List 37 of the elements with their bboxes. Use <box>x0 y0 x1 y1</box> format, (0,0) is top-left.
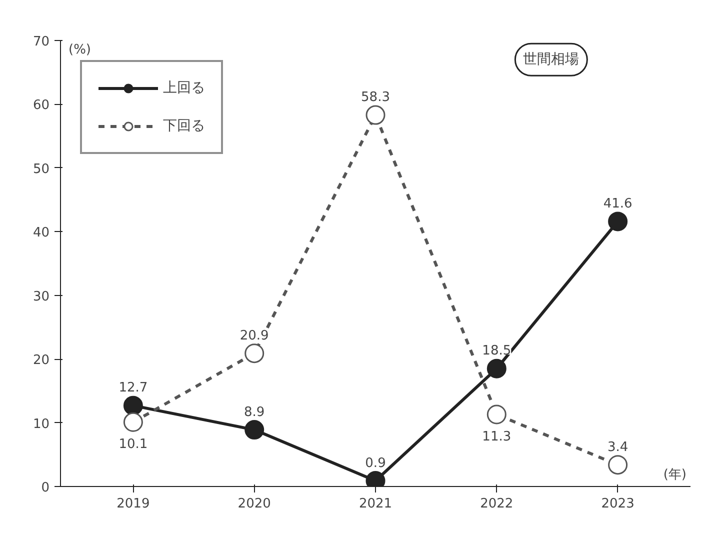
data-label: 11.3 <box>482 430 512 445</box>
data-label: 41.6 <box>603 196 632 212</box>
point <box>608 212 628 232</box>
y-tick-label: 0 <box>41 480 50 496</box>
x-tick-label: 2021 <box>358 496 392 512</box>
y-tick-label: 20 <box>32 353 50 368</box>
legend-label: 上回る <box>163 79 205 97</box>
data-label: 8.9 <box>244 404 265 420</box>
x-axis-title: (年) <box>663 468 687 482</box>
data-label: 10.1 <box>118 437 148 452</box>
data-label: 12.7 <box>118 380 148 396</box>
point <box>366 105 386 125</box>
data-label: 58.3 <box>361 90 390 106</box>
data-label: 20.9 <box>240 328 269 344</box>
point <box>123 396 143 416</box>
data-label: 0.9 <box>365 456 386 471</box>
point <box>486 358 506 378</box>
point <box>244 420 264 440</box>
annotation: 世間相場 <box>523 52 580 68</box>
y-tick-label: 60 <box>32 98 50 114</box>
point <box>123 412 143 432</box>
y-tick-label: 70 <box>32 34 50 50</box>
x-tick-label: 2023 <box>601 496 634 512</box>
y-axis-title: (%) <box>68 42 91 58</box>
y-tick-label: 30 <box>32 289 50 304</box>
legend-label: 下回る <box>163 117 205 135</box>
point <box>608 455 628 475</box>
y-tick-label: 10 <box>32 416 50 432</box>
data-label: 18.5 <box>482 344 512 359</box>
x-tick-label: 2019 <box>116 496 150 512</box>
x-tick-label: 2022 <box>480 496 514 512</box>
y-tick-label: 50 <box>32 162 50 177</box>
x-tick-label: 2020 <box>238 496 271 512</box>
data-label: 3.4 <box>607 440 628 455</box>
point <box>486 404 506 424</box>
point <box>244 344 264 364</box>
y-tick-label: 40 <box>32 226 50 241</box>
